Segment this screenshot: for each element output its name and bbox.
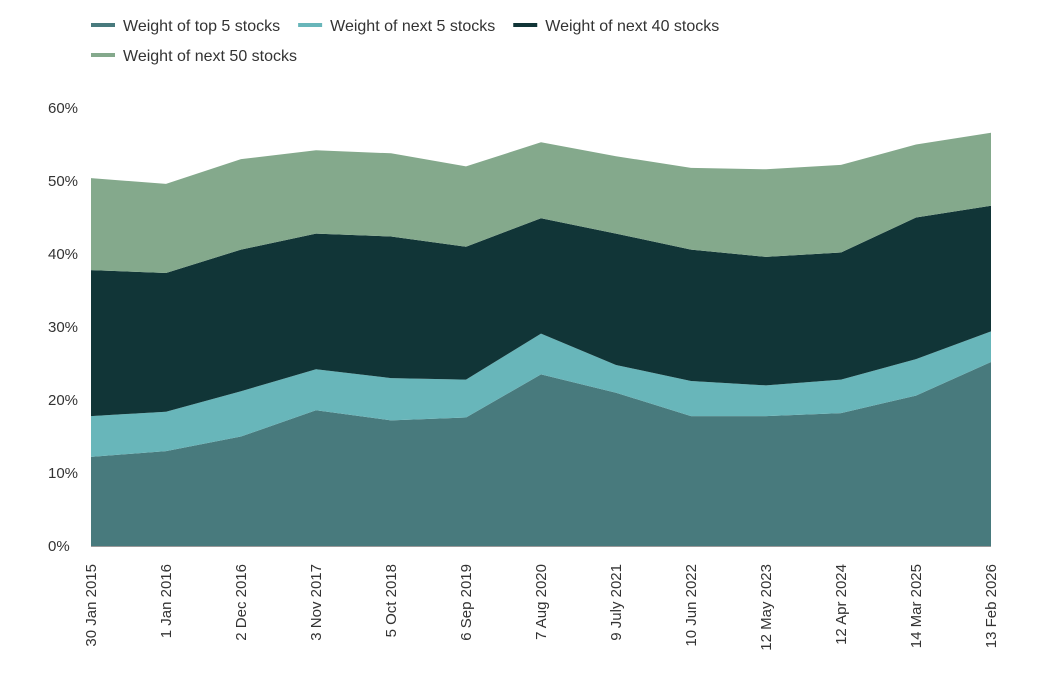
x-tick-label: 2 Dec 2016 [233,564,250,641]
y-tick-label: 20% [48,392,78,409]
y-tick-label: 50% [48,173,78,190]
area-series [91,205,991,417]
legend-swatch [91,53,115,57]
x-tick-label: 10 Jun 2022 [683,564,700,647]
legend-item: Weight of next 40 stocks [513,18,719,35]
x-tick-label: 3 Nov 2017 [308,564,325,641]
x-tick-label: 1 Jan 2016 [158,564,175,638]
x-tick-label: 14 Mar 2025 [908,564,925,648]
legend-swatch [513,23,538,27]
chart-legend: Weight of top 5 stocks Weight of next 5 s… [91,18,719,65]
legend-label: Weight of next 5 stocks [330,18,495,35]
y-tick-label: 60% [48,100,78,117]
legend-item: Weight of top 5 stocks [91,18,280,35]
legend-label: Weight of next 40 stocks [545,18,719,35]
legend-swatch [298,23,323,27]
x-tick-label: 30 Jan 2015 [83,564,100,647]
legend-label: Weight of next 50 stocks [123,48,297,65]
x-tick-label: 6 Sep 2019 [458,564,475,641]
x-tick-label: 12 May 2023 [758,564,775,651]
x-tick-label: 12 Apr 2024 [833,564,850,645]
chart-areas [91,132,991,546]
x-tick-label: 13 Feb 2026 [983,564,1000,648]
y-axis: 0% 10% 20% 30% 40% 50% 60% [48,100,78,555]
y-tick-label: 40% [48,246,78,263]
legend-swatch [91,23,115,27]
legend-label: Weight of top 5 stocks [123,18,280,35]
x-tick-label: 9 July 2021 [608,564,625,641]
y-tick-label: 30% [48,319,78,336]
area-series [91,132,991,273]
y-tick-label: 0% [48,538,70,555]
area-series [91,331,991,457]
x-axis: 30 Jan 2015 1 Jan 2016 2 Dec 2016 3 Nov 201… [83,564,1000,651]
legend-item: Weight of next 5 stocks [298,18,495,35]
area-series [91,362,991,546]
y-tick-label: 10% [48,465,78,482]
legend-item: Weight of next 50 stocks [91,48,297,65]
x-tick-label: 7 Aug 2020 [533,564,550,640]
x-tick-label: 5 Oct 2018 [383,564,400,637]
